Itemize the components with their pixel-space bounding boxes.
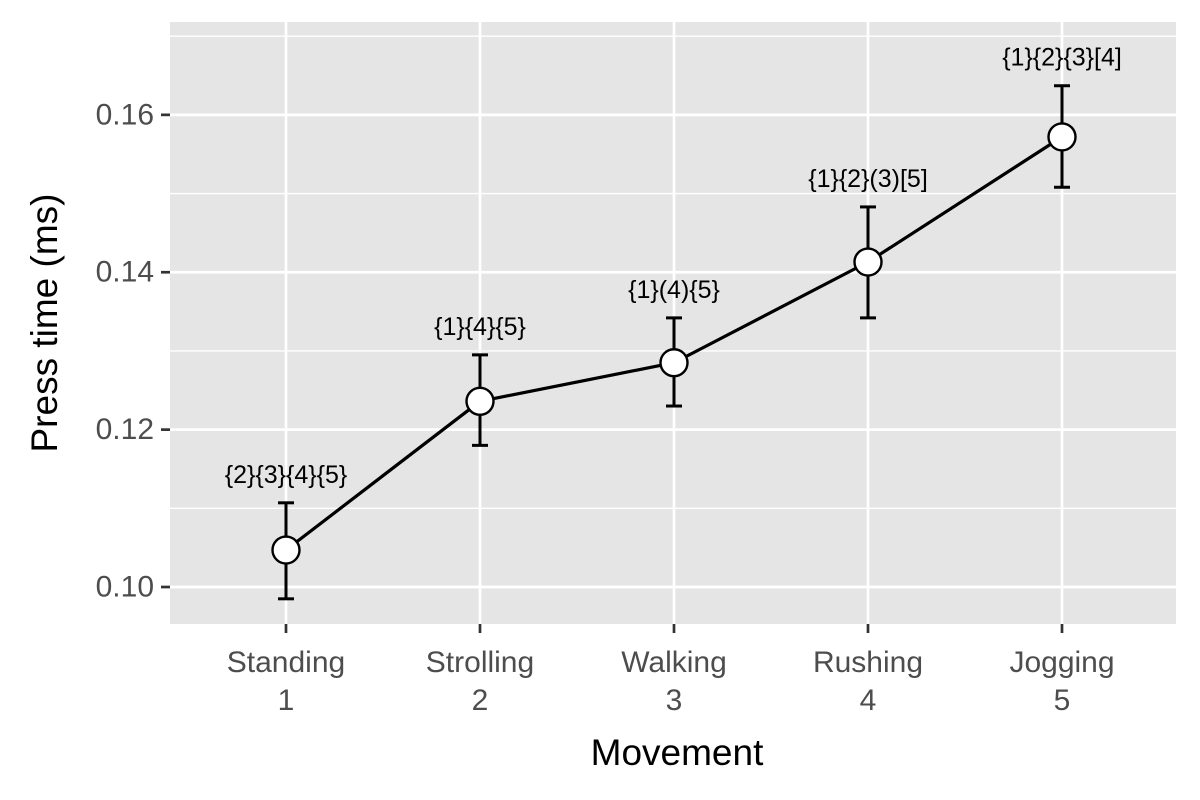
annotation-label: {1}{2}{3}[4] bbox=[1002, 44, 1122, 72]
y-axis-title: Press time (ms) bbox=[24, 194, 65, 453]
x-tick-label-name: Strolling bbox=[426, 646, 534, 679]
x-tick-label-code: 5 bbox=[1054, 684, 1071, 717]
x-axis: Standing 1 Strolling 2 Walking 3 Rushing 4 Joggi… bbox=[227, 624, 1115, 717]
y-tick-label: 0.14 bbox=[96, 256, 154, 289]
annotation-label: {1}{4}{5} bbox=[434, 313, 526, 341]
y-tick-label: 0.12 bbox=[96, 413, 154, 446]
data-point bbox=[659, 348, 689, 378]
annotation-label: {1}(4){5} bbox=[628, 276, 720, 304]
x-tick-label-name: Walking bbox=[621, 646, 727, 679]
x-tick-label-name: Jogging bbox=[1009, 646, 1114, 679]
annotation-label: {1}{2}(3)[5] bbox=[808, 165, 928, 193]
x-tick-label-code: 1 bbox=[278, 684, 295, 717]
annotations: {2}{3}{4}{5} {1}{4}{5} {1}(4){5} {1}{2}(3)[… bbox=[225, 44, 1122, 489]
data-point bbox=[1047, 122, 1077, 152]
x-tick-label-code: 4 bbox=[860, 684, 877, 717]
data-point bbox=[853, 247, 883, 277]
data-points bbox=[271, 122, 1077, 565]
y-tick-label: 0.16 bbox=[96, 98, 154, 131]
x-tick-label-name: Rushing bbox=[813, 646, 923, 679]
x-tick-label-name: Standing bbox=[227, 646, 345, 679]
data-point bbox=[271, 535, 301, 565]
data-point bbox=[465, 386, 495, 416]
y-axis: 0.10 0.12 0.14 0.16 bbox=[96, 98, 170, 604]
y-tick-label: 0.10 bbox=[96, 571, 154, 604]
x-axis-title: Movement bbox=[591, 732, 764, 773]
annotation-label: {2}{3}{4}{5} bbox=[225, 461, 347, 489]
x-tick-label-code: 2 bbox=[472, 684, 489, 717]
x-tick-label-code: 3 bbox=[666, 684, 683, 717]
